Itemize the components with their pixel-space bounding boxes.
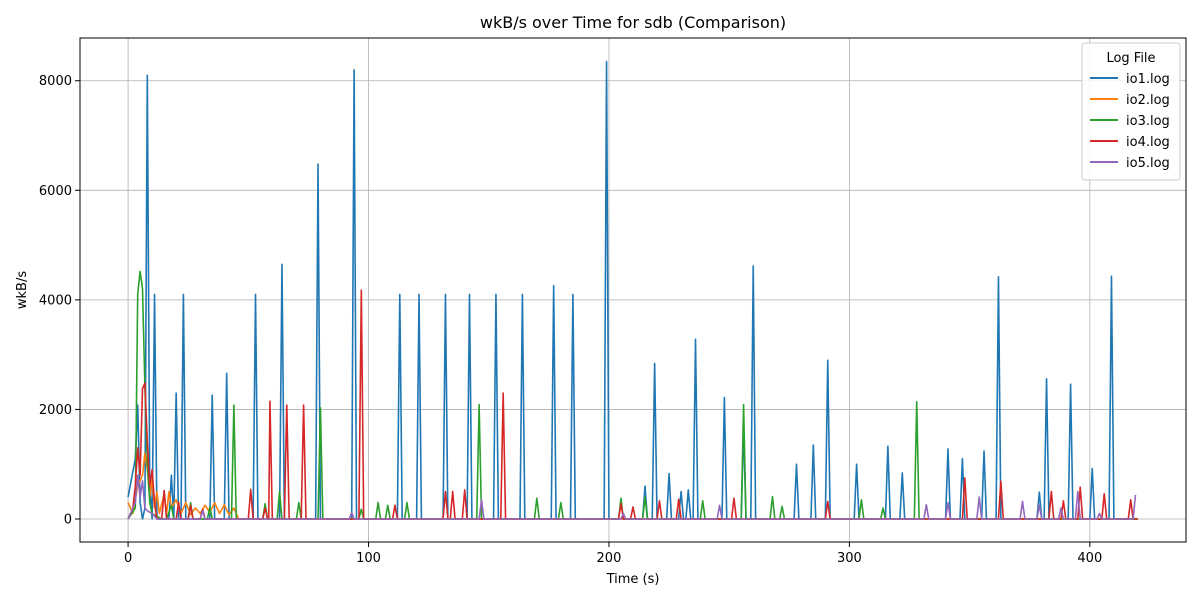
- x-tick-label: 400: [1077, 551, 1102, 566]
- legend-title: Log File: [1106, 51, 1155, 66]
- y-tick-label: 4000: [39, 293, 72, 308]
- y-tick-label: 2000: [39, 403, 72, 418]
- legend-label: io1.log: [1126, 72, 1170, 87]
- series-line-io1-log: [127, 60, 1138, 520]
- y-axis-label: wkB/s: [15, 271, 30, 309]
- grid: [80, 38, 1186, 542]
- legend-label: io5.log: [1126, 156, 1170, 171]
- chart-title: wkB/s over Time for sdb (Comparison): [480, 13, 786, 32]
- legend-label: io2.log: [1126, 93, 1170, 108]
- x-tick-label: 300: [837, 551, 862, 566]
- y-tick-label: 6000: [39, 184, 72, 199]
- legend-label: io3.log: [1126, 114, 1170, 129]
- y-tick-label: 8000: [39, 74, 72, 89]
- legend-label: io4.log: [1126, 135, 1170, 150]
- plot-lines: [127, 60, 1138, 520]
- series-line-io5-log: [127, 474, 1137, 520]
- legend-items: io1.log io2.log io3.log io4.log io5.log: [1090, 72, 1170, 171]
- x-tick-label: 200: [597, 551, 622, 566]
- legend: Log File io1.log io2.log io3.log io4.log io5…: [1081, 42, 1181, 181]
- axes-frame: [79, 37, 1187, 543]
- x-tick-label: 0: [124, 551, 132, 566]
- y-tick-label: 0: [64, 512, 72, 527]
- x-axis-label: Time (s): [606, 572, 660, 587]
- x-tick-label: 100: [356, 551, 381, 566]
